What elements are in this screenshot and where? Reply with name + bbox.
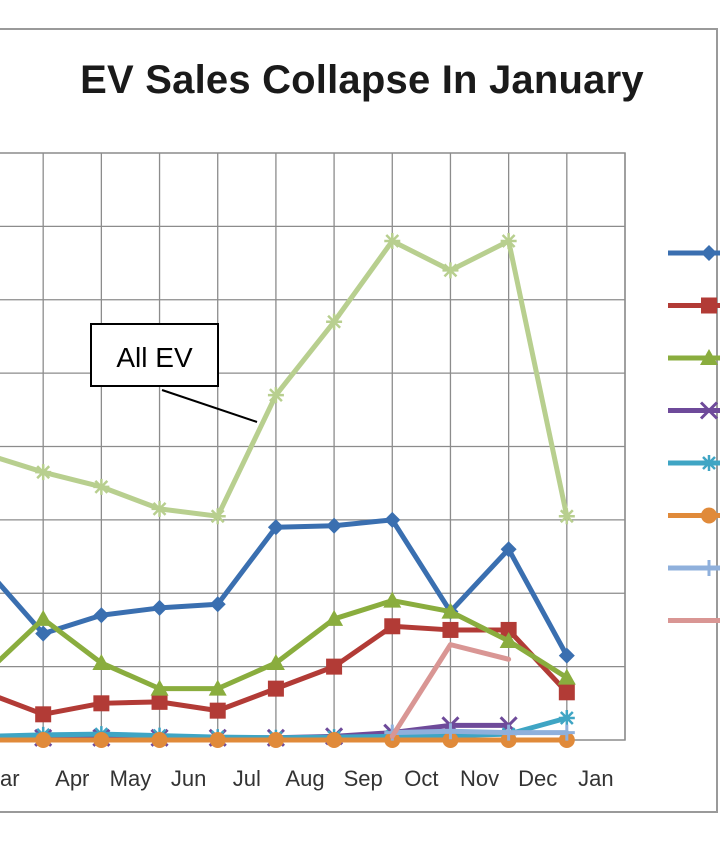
data-point: [150, 679, 169, 696]
series-6: [0, 732, 575, 748]
x-tick-label: Apr: [55, 766, 89, 791]
annotation-text: All EV: [116, 342, 193, 373]
data-point: [209, 702, 226, 719]
series-layer: [0, 233, 576, 748]
data-point: [267, 732, 284, 748]
series-8: [389, 642, 512, 739]
data-point: [384, 511, 401, 528]
x-tick-label: Aug: [285, 766, 324, 791]
data-point: [93, 478, 110, 495]
chart-title-text: EV Sales Collapse In January: [80, 58, 644, 102]
data-point: [92, 653, 111, 670]
data-point: [384, 618, 401, 635]
data-point: [209, 508, 226, 525]
data-point: [208, 679, 227, 696]
data-point: [701, 245, 717, 261]
x-tick-label: Jul: [233, 766, 261, 791]
series-line: [389, 642, 512, 739]
data-point: [442, 732, 459, 748]
data-point: [35, 732, 52, 748]
data-point: [500, 233, 517, 250]
data-point: [700, 349, 718, 365]
data-point: [35, 464, 52, 481]
series-all-ev: [0, 233, 575, 525]
series-line: [389, 728, 570, 736]
data-point: [326, 517, 343, 534]
legend-item: [668, 507, 720, 524]
data-point: [93, 732, 110, 748]
data-point: [699, 401, 719, 420]
legend-item: [668, 245, 720, 261]
data-point: [209, 732, 226, 748]
data-point: [500, 541, 517, 558]
annotation-all-ev: All EV: [90, 323, 258, 423]
x-tick-label: Nov: [460, 766, 499, 791]
data-point: [151, 500, 168, 517]
legend-item: [668, 560, 720, 576]
data-point: [35, 706, 52, 723]
annotation-leader-line: [161, 389, 258, 423]
x-tick-label: Oct: [404, 766, 438, 791]
data-point: [558, 647, 575, 664]
data-point: [93, 607, 110, 624]
data-point: [701, 297, 717, 314]
data-point: [325, 609, 344, 626]
data-point: [151, 732, 168, 748]
data-point: [209, 596, 226, 613]
data-point: [384, 233, 401, 250]
data-point: [35, 625, 52, 642]
x-tick-label: Jun: [171, 766, 206, 791]
annotation-box: [90, 323, 219, 387]
data-point: [701, 455, 717, 471]
data-point: [558, 709, 575, 726]
data-point: [34, 609, 53, 626]
x-axis: ar Apr May Jun Jul Aug Sep Oct Nov Dec Jan: [0, 766, 614, 791]
data-point: [326, 732, 343, 748]
x-tick-label: Sep: [344, 766, 383, 791]
chart-title: EV Sales Collapse In January: [0, 58, 720, 103]
legend-item: [668, 349, 720, 365]
data-point: [326, 313, 343, 330]
x-tick-label: May: [110, 766, 152, 791]
data-point: [267, 387, 284, 404]
data-point: [499, 631, 518, 648]
x-tick-label: ar: [0, 766, 20, 791]
data-point: [442, 723, 459, 740]
data-point: [151, 599, 168, 616]
data-point: [558, 508, 575, 525]
data-point: [326, 658, 343, 675]
data-point: [267, 519, 284, 536]
legend: [668, 245, 720, 623]
data-point: [558, 724, 575, 741]
x-tick-label: Jan: [578, 766, 613, 791]
data-point: [151, 693, 168, 710]
data-point: [558, 684, 575, 701]
data-point: [500, 724, 517, 741]
data-point: [442, 262, 459, 279]
data-point: [441, 602, 460, 619]
data-point: [442, 621, 459, 638]
legend-item: [668, 297, 720, 314]
data-point: [557, 668, 576, 685]
data-point: [701, 560, 717, 576]
data-point: [701, 507, 717, 524]
series-3: [0, 591, 576, 696]
legend-item: [668, 401, 720, 420]
legend-item: [668, 455, 720, 471]
data-point: [383, 591, 402, 608]
data-point: [93, 695, 110, 712]
data-point: [266, 653, 285, 670]
x-tick-label: Dec: [518, 766, 557, 791]
data-point: [267, 680, 284, 697]
data-point: [500, 621, 517, 638]
series-2: [0, 618, 575, 723]
